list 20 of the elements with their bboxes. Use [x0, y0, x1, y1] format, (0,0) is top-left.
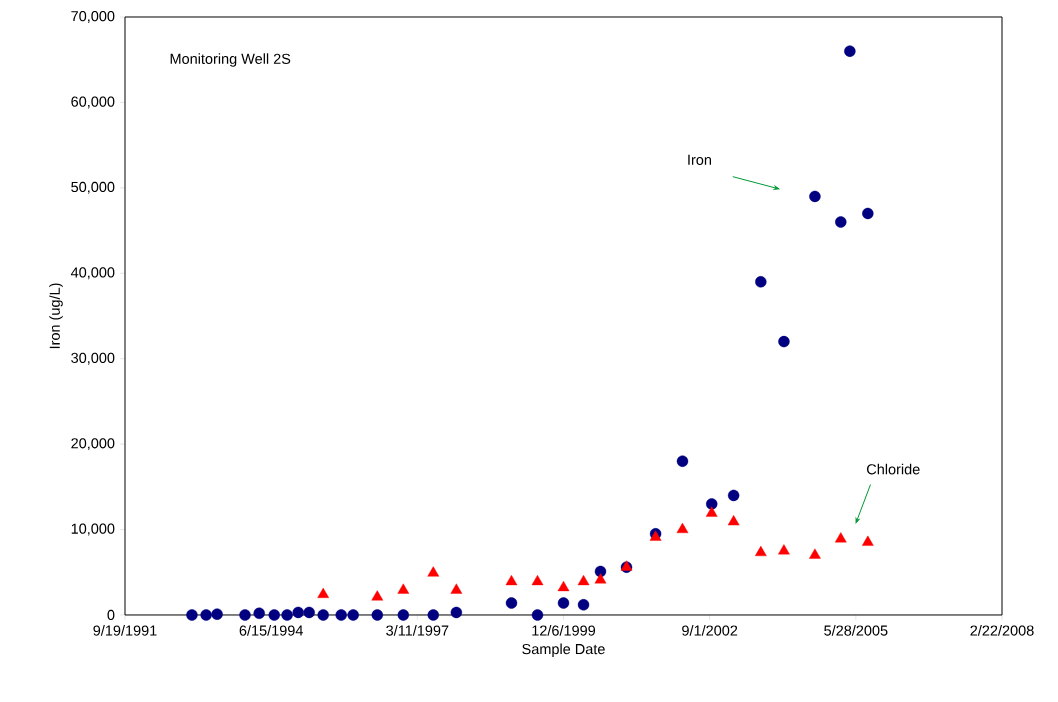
- x-tick-label: 5/28/2005: [824, 625, 888, 636]
- y-tick-label: 0: [107, 609, 115, 621]
- y-axis-title: Iron (ug/L): [49, 283, 63, 349]
- y-tick-label: 60,000: [71, 96, 115, 109]
- y-tick-label: 30,000: [71, 352, 115, 365]
- y-tick-label: 40,000: [70, 267, 115, 280]
- x-tick-label: 2/22/2008: [970, 625, 1034, 636]
- y-tick-label: 50,000: [71, 181, 115, 194]
- x-tick-label: 12/6/1999: [532, 625, 596, 636]
- y-tick-label: 70,000: [71, 11, 115, 23]
- x-tick-label: 3/11/1997: [386, 625, 449, 636]
- x-axis-title: Sample Date: [522, 643, 605, 658]
- annotation: Monitoring Well 2S: [170, 53, 291, 67]
- x-tick-label: 6/15/1994: [239, 625, 303, 636]
- x-tick-label: 9/1/2002: [682, 625, 738, 636]
- y-tick-label: 10,000: [71, 523, 115, 536]
- y-tick-label: 20,000: [71, 438, 115, 451]
- annotation: Chloride: [867, 463, 920, 475]
- annotation: Iron: [688, 154, 711, 165]
- x-tick-label: 9/19/1991: [93, 625, 157, 636]
